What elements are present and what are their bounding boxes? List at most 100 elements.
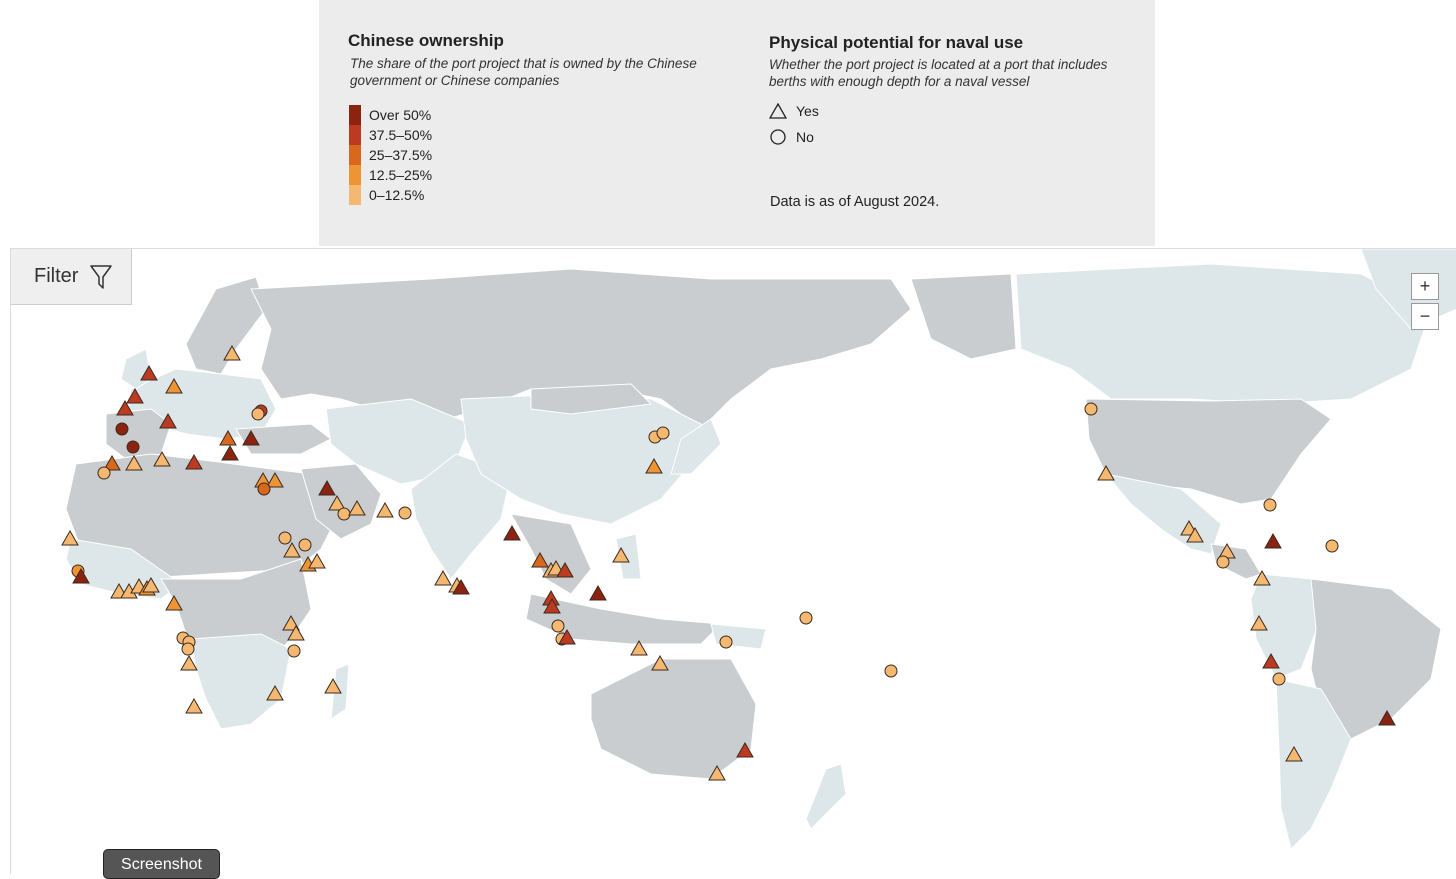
port-marker-triangle[interactable] (61, 529, 79, 546)
port-marker-triangle[interactable] (434, 569, 452, 586)
port-marker-triangle[interactable] (645, 457, 663, 474)
port-marker-triangle[interactable] (159, 412, 177, 429)
port-marker-triangle[interactable] (221, 444, 239, 461)
port-marker-triangle[interactable] (125, 454, 143, 471)
naval-label: No (796, 129, 814, 145)
port-marker-triangle[interactable] (503, 524, 521, 541)
port-marker-triangle[interactable] (612, 546, 630, 563)
port-marker-triangle[interactable] (142, 576, 160, 593)
port-marker-triangle[interactable] (1253, 569, 1271, 586)
port-marker-triangle[interactable] (318, 479, 336, 496)
port-marker-circle[interactable] (337, 507, 351, 521)
naval-legend-title: Physical potential for naval use (769, 33, 1024, 52)
port-marker-triangle[interactable] (589, 584, 607, 601)
port-marker-triangle[interactable] (1264, 532, 1282, 549)
port-marker-triangle[interactable] (266, 471, 284, 488)
port-marker-circle[interactable] (287, 644, 301, 658)
port-marker-circle[interactable] (551, 619, 565, 633)
port-marker-triangle[interactable] (165, 377, 183, 394)
port-marker-circle[interactable] (298, 538, 312, 552)
country-iberia (105, 408, 172, 460)
port-marker-triangle[interactable] (558, 628, 576, 645)
port-marker-triangle[interactable] (1262, 652, 1280, 669)
port-marker-circle[interactable] (1263, 498, 1277, 512)
port-marker-triangle[interactable] (736, 741, 754, 758)
triangle-icon (769, 103, 787, 119)
filter-label: Filter (34, 265, 79, 287)
ownership-label: 25–37.5% (369, 147, 433, 163)
filter-button[interactable]: Filter (11, 249, 132, 305)
port-marker-triangle[interactable] (1250, 614, 1268, 631)
port-marker-triangle[interactable] (452, 578, 470, 595)
filter-icon (90, 264, 113, 289)
port-marker-triangle[interactable] (1378, 709, 1396, 726)
port-marker-circle[interactable] (1084, 402, 1098, 416)
country-alaska (910, 273, 1017, 360)
port-marker-triangle[interactable] (630, 639, 648, 656)
ownership-label: 37.5–50% (369, 127, 433, 143)
ownership-swatch (349, 165, 361, 185)
port-marker-triangle[interactable] (165, 594, 183, 611)
port-marker-circle[interactable] (126, 440, 140, 454)
port-marker-triangle[interactable] (180, 654, 198, 671)
country-png (710, 623, 767, 650)
port-marker-triangle[interactable] (651, 654, 669, 671)
port-marker-circle[interactable] (278, 531, 292, 545)
country-australia (590, 658, 757, 780)
ownership-item-over-50: Over 50% (349, 105, 431, 125)
ownership-item-37-50: 37.5–50% (349, 125, 432, 145)
port-marker-circle[interactable] (257, 482, 271, 496)
port-marker-circle[interactable] (97, 466, 111, 480)
port-marker-triangle[interactable] (116, 399, 134, 416)
port-marker-circle[interactable] (719, 635, 733, 649)
ownership-item-12-25: 12.5–25% (349, 165, 432, 185)
port-marker-circle[interactable] (884, 664, 898, 678)
port-markers-layer[interactable] (61, 344, 1396, 781)
port-marker-triangle[interactable] (376, 501, 394, 518)
port-marker-triangle[interactable] (140, 364, 158, 381)
ownership-item-25-37: 25–37.5% (349, 145, 432, 165)
port-marker-triangle[interactable] (266, 684, 284, 701)
port-marker-circle[interactable] (1216, 555, 1230, 569)
ownership-item-0-12: 0–12.5% (349, 185, 424, 205)
port-marker-triangle[interactable] (328, 494, 346, 511)
port-marker-circle[interactable] (251, 407, 265, 421)
port-marker-triangle[interactable] (543, 597, 561, 614)
port-marker-circle[interactable] (799, 611, 813, 625)
port-marker-triangle[interactable] (556, 561, 574, 578)
port-marker-triangle[interactable] (283, 541, 301, 558)
port-marker-circle[interactable] (181, 642, 195, 656)
port-marker-circle[interactable] (1325, 539, 1339, 553)
port-marker-triangle[interactable] (153, 450, 171, 467)
port-marker-triangle[interactable] (126, 387, 144, 404)
zoom-in-button[interactable]: + (1411, 273, 1439, 300)
port-marker-triangle[interactable] (282, 614, 300, 631)
port-marker-triangle[interactable] (324, 677, 342, 694)
world-map[interactable]: Filter + − (10, 248, 1456, 874)
port-marker-triangle[interactable] (1285, 745, 1303, 762)
ownership-legend-title: Chinese ownership (348, 31, 504, 50)
port-marker-triangle[interactable] (287, 624, 305, 641)
port-marker-triangle[interactable] (308, 552, 326, 569)
screenshot-button[interactable]: Screenshot (103, 849, 220, 879)
port-marker-circle[interactable] (398, 506, 412, 520)
port-marker-triangle[interactable] (72, 567, 90, 584)
port-marker-triangle[interactable] (1186, 526, 1204, 543)
port-marker-triangle[interactable] (185, 453, 203, 470)
port-marker-triangle[interactable] (708, 764, 726, 781)
port-marker-circle[interactable] (115, 422, 129, 436)
data-as-of-note: Data is as of August 2024. (770, 194, 940, 210)
port-marker-circle[interactable] (656, 426, 670, 440)
port-marker-triangle[interactable] (219, 429, 237, 446)
port-marker-triangle[interactable] (348, 499, 366, 516)
port-marker-triangle[interactable] (185, 697, 203, 714)
port-marker-circle[interactable] (1272, 672, 1286, 686)
port-marker-triangle[interactable] (223, 344, 241, 361)
map-canvas[interactable] (11, 249, 1456, 874)
port-marker-triangle[interactable] (1097, 464, 1115, 481)
port-marker-triangle[interactable] (531, 551, 549, 568)
zoom-out-button[interactable]: − (1411, 303, 1439, 330)
port-marker-triangle[interactable] (242, 429, 260, 446)
country-philippines (615, 533, 642, 580)
port-marker-triangle[interactable] (103, 454, 121, 471)
